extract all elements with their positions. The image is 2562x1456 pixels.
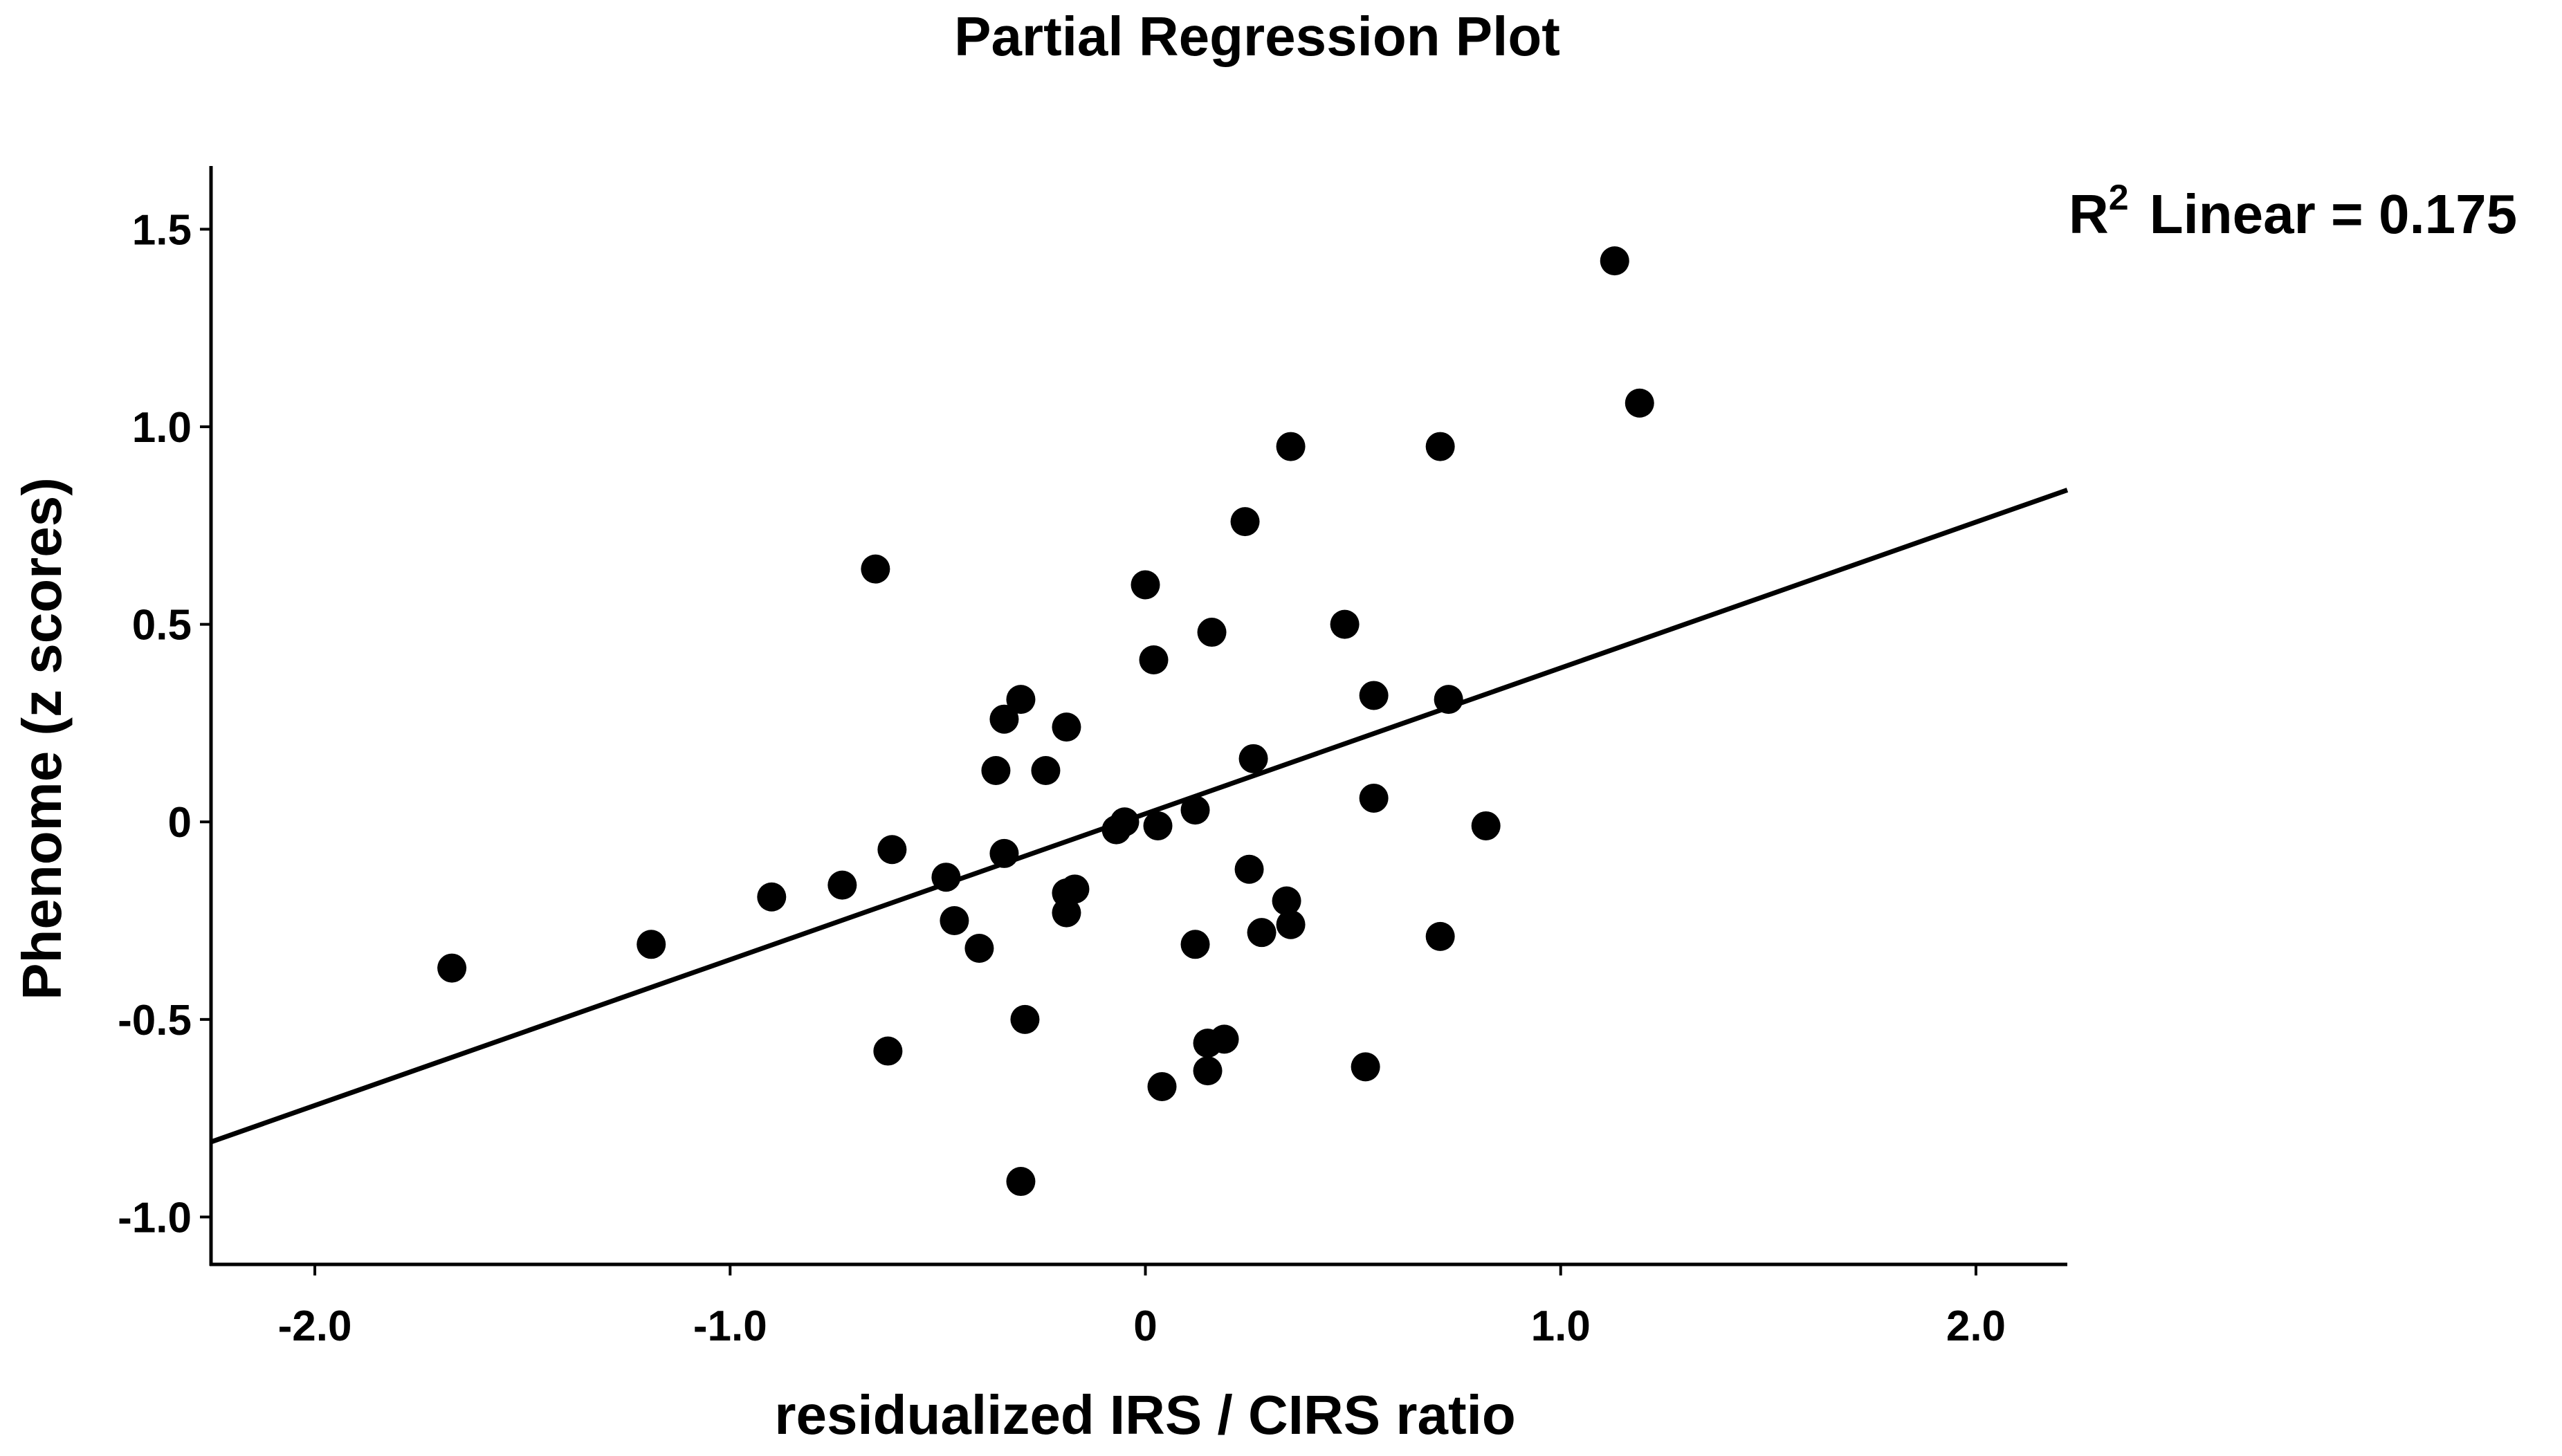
scatter-point (873, 1036, 903, 1066)
scatter-point (1276, 910, 1306, 939)
scatter-point (981, 755, 1011, 785)
scatter-point (1060, 874, 1090, 904)
scatter-point (861, 554, 890, 584)
scatter-point (1180, 795, 1210, 825)
scatter-point (1276, 432, 1306, 461)
scatter-point (1010, 1004, 1040, 1034)
scatter-point (1434, 685, 1463, 715)
scatter-point (1359, 783, 1389, 813)
x-tick-label: 0 (1133, 1302, 1157, 1350)
r-squared-base: R (2069, 183, 2109, 245)
scatter-point (1031, 755, 1061, 785)
scatter-point (1209, 1024, 1239, 1054)
r-squared-text: Linear = 0.175 (2150, 183, 2517, 245)
scatter-point (1600, 246, 1629, 276)
regression-line (210, 488, 2069, 1145)
scatter-point (931, 863, 961, 892)
scatter-point (1180, 930, 1210, 959)
x-tick-label: -1.0 (693, 1302, 767, 1350)
y-tick-label: -0.5 (118, 997, 192, 1044)
scatter-point (1052, 898, 1081, 928)
scatter-point (1330, 609, 1360, 639)
scatter-point (989, 704, 1019, 734)
scatter-point (964, 934, 994, 964)
scatter-point (1359, 681, 1389, 710)
scatter-point (637, 930, 666, 959)
scatter-point (1425, 432, 1455, 461)
scatter-point (1625, 388, 1654, 418)
scatter-point (1247, 918, 1277, 948)
scatter-point (757, 882, 787, 912)
scatter-point (1143, 811, 1173, 840)
scatter-point (1110, 807, 1140, 837)
scatter-point (1238, 744, 1268, 773)
scatter-point (1351, 1052, 1380, 1082)
scatter-point (1193, 1056, 1223, 1086)
scatter-point (1006, 1167, 1036, 1197)
y-tick-label: 0 (168, 799, 192, 847)
scatter-point (989, 838, 1019, 868)
scatter-point (1471, 811, 1501, 840)
scatter-point (877, 835, 907, 865)
r-squared-superscript: 2 (2109, 178, 2129, 218)
scatter-point (1052, 712, 1081, 742)
plot-area: 1.5 1.0 0.5 0 -0.5 -1.0 -2.0 -1.0 0 1.0 2.0 (118, 166, 2069, 1350)
scatter-point (1197, 618, 1227, 647)
scatter-point (1006, 685, 1036, 715)
scatter-point (437, 953, 467, 983)
scatter-point (1139, 645, 1169, 675)
y-axis-label: Phenome (z scores) (11, 477, 73, 1000)
y-tick-label: 1.5 (132, 206, 192, 254)
scatter-point (1425, 921, 1455, 951)
x-tick-label: -2.0 (278, 1302, 352, 1350)
scatter-point (1234, 854, 1264, 884)
scatter-point (1147, 1071, 1177, 1101)
chart-title: Partial Regression Plot (954, 6, 1560, 67)
r-squared-annotation: R2 Linear = 0.175 (2069, 178, 2517, 245)
y-tick-label: 0.5 (132, 602, 192, 649)
y-tick-label: 1.0 (132, 404, 192, 452)
scatter-point (1230, 507, 1260, 537)
y-tick-label: -1.0 (118, 1194, 192, 1242)
scatter-point (1272, 886, 1301, 916)
x-tick-label: 1.0 (1531, 1302, 1591, 1350)
scatter-point (940, 906, 969, 936)
scatter-point (1131, 570, 1160, 600)
scatter-point (827, 870, 857, 900)
x-axis-label: residualized IRS / CIRS ratio (774, 1384, 1515, 1446)
x-tick-label: 2.0 (1946, 1302, 2006, 1350)
